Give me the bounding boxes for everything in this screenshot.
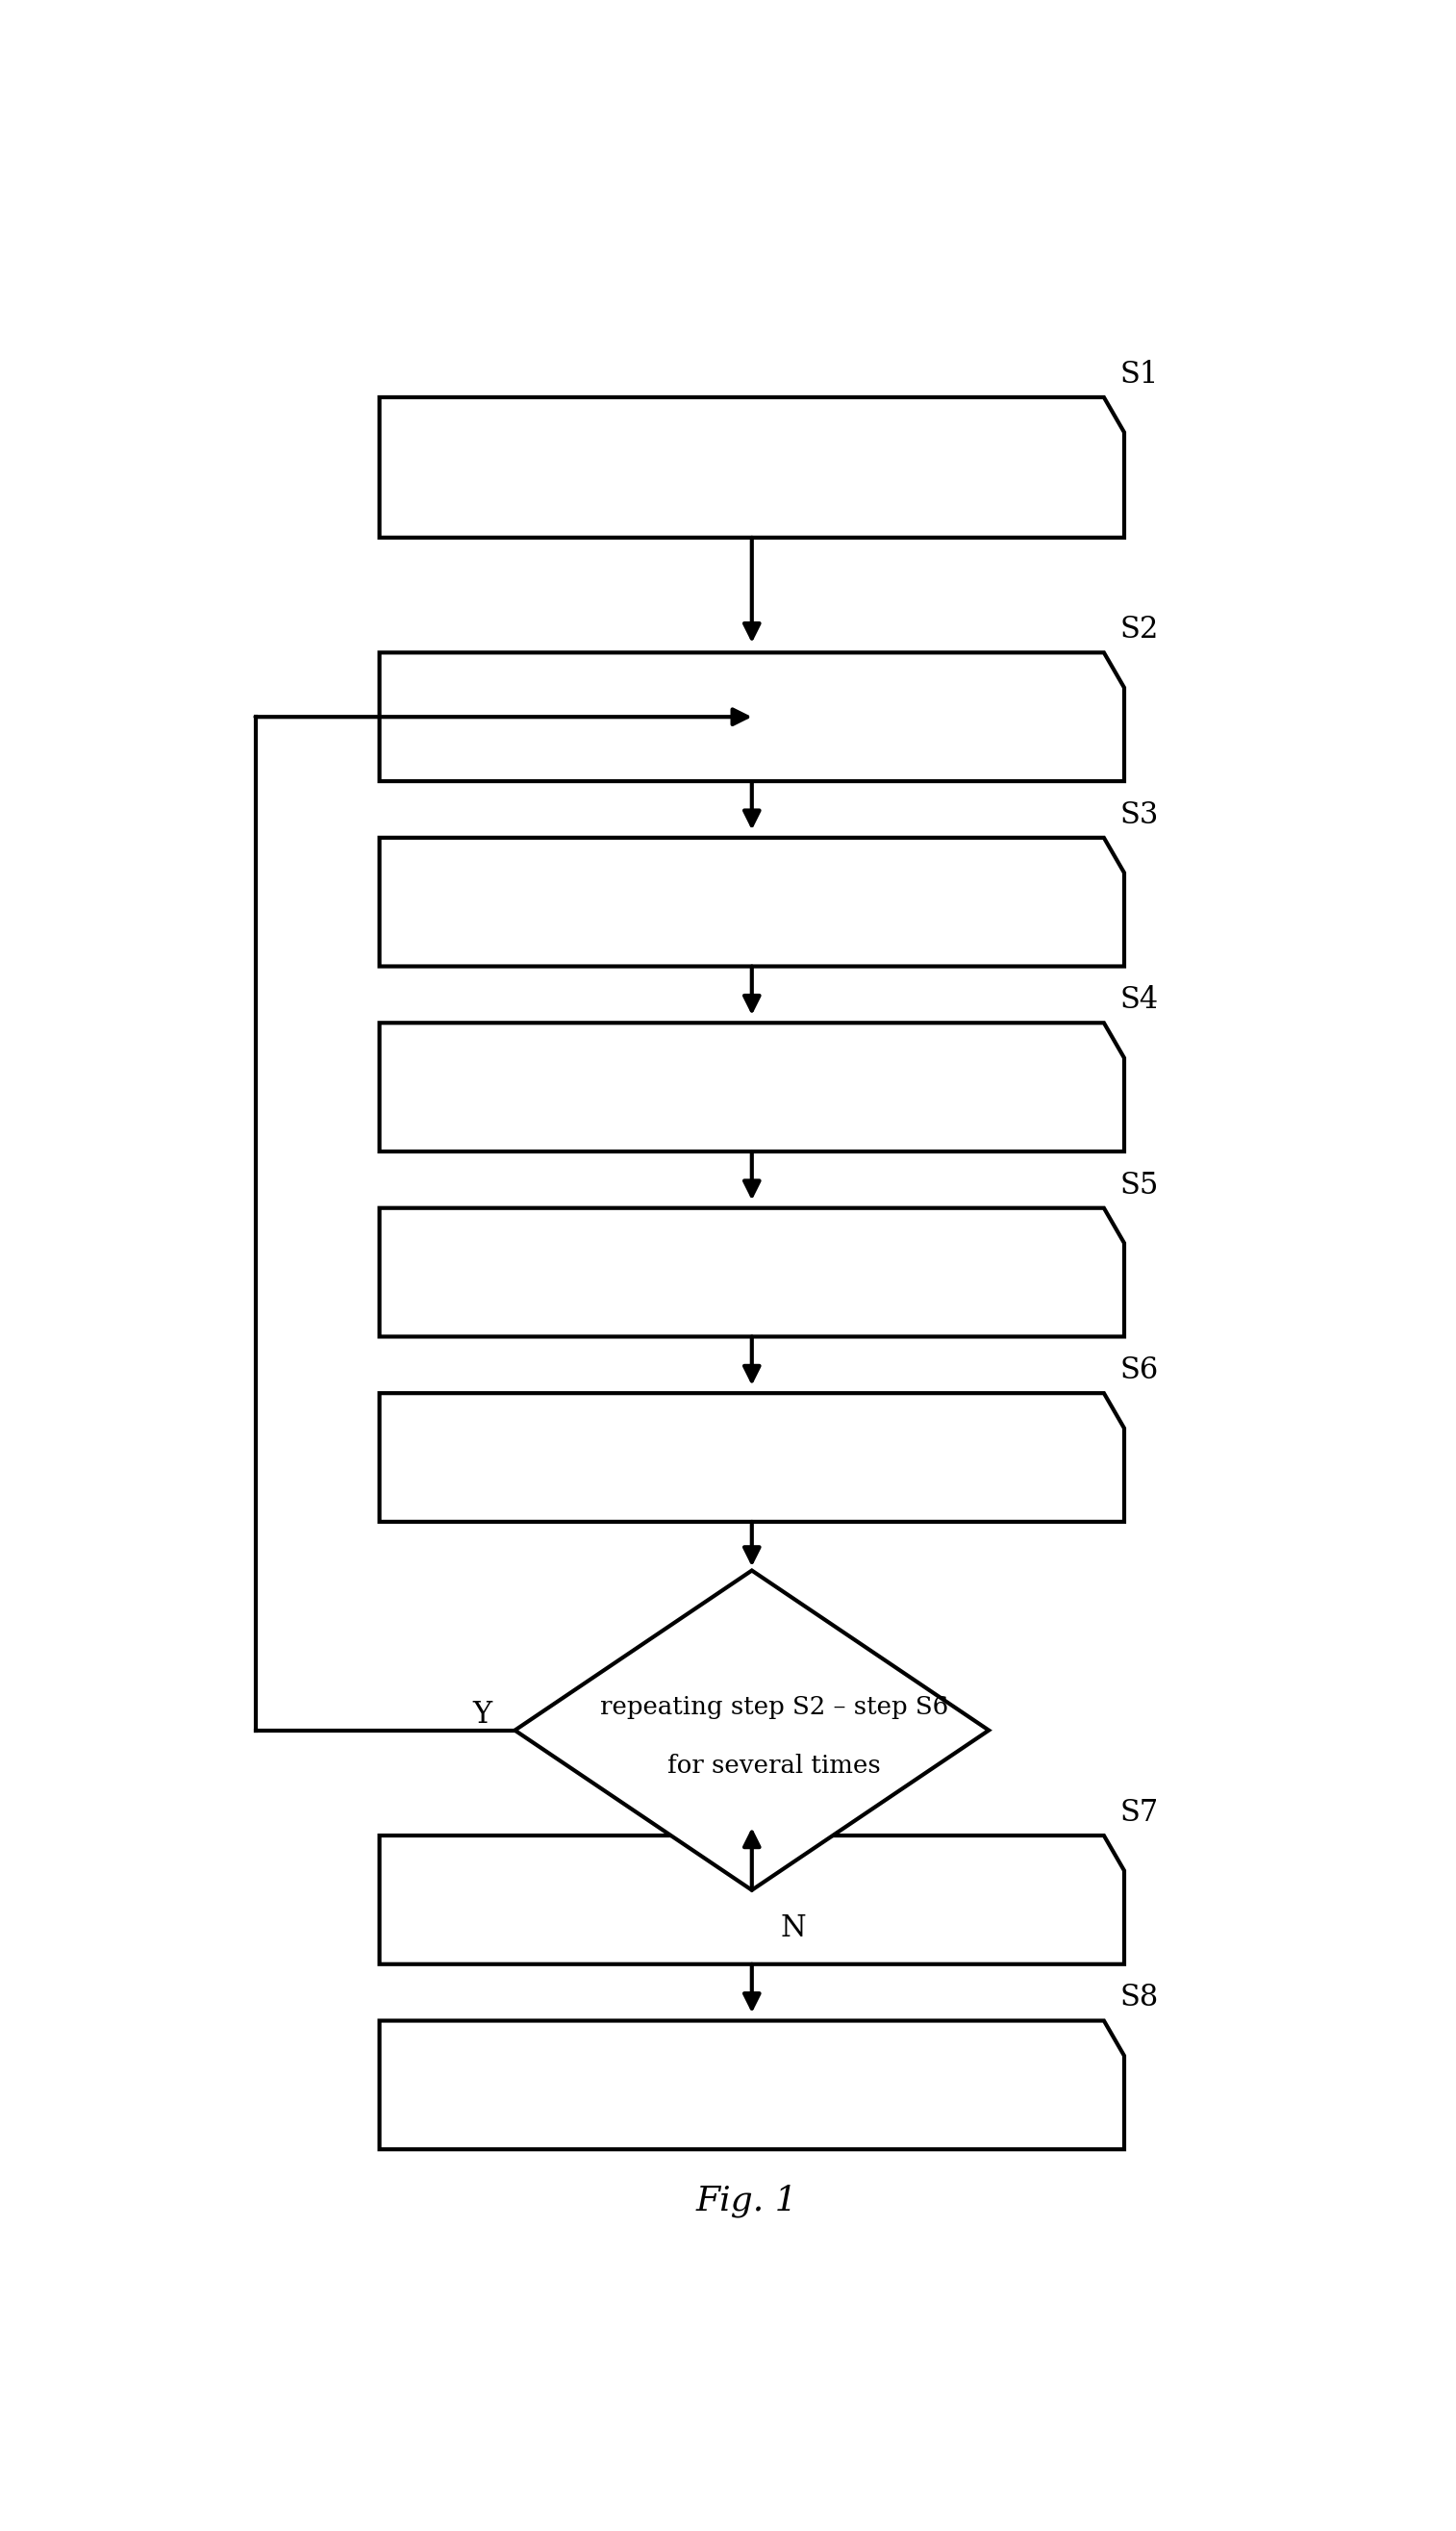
Text: N: N (780, 1913, 805, 1944)
Text: S4: S4 (1120, 985, 1159, 1015)
Polygon shape (380, 653, 1124, 782)
Polygon shape (380, 838, 1124, 967)
Polygon shape (515, 1569, 989, 1891)
Polygon shape (380, 1207, 1124, 1336)
Text: Y: Y (473, 1701, 492, 1729)
Text: S8: S8 (1120, 1984, 1159, 2012)
Polygon shape (380, 1023, 1124, 1152)
Text: repeating step S2 – step S6: repeating step S2 – step S6 (600, 1696, 949, 1719)
Polygon shape (380, 1392, 1124, 1521)
Text: S1: S1 (1120, 359, 1159, 390)
Polygon shape (380, 1835, 1124, 1964)
Text: Fig. 1: Fig. 1 (696, 2184, 796, 2217)
Text: for several times: for several times (668, 1754, 881, 1777)
Text: S5: S5 (1120, 1169, 1159, 1200)
Polygon shape (380, 397, 1124, 537)
Text: S7: S7 (1120, 1797, 1159, 1827)
Text: S2: S2 (1120, 615, 1159, 645)
Text: S3: S3 (1120, 800, 1159, 830)
Text: S6: S6 (1120, 1357, 1159, 1384)
Polygon shape (380, 2020, 1124, 2149)
